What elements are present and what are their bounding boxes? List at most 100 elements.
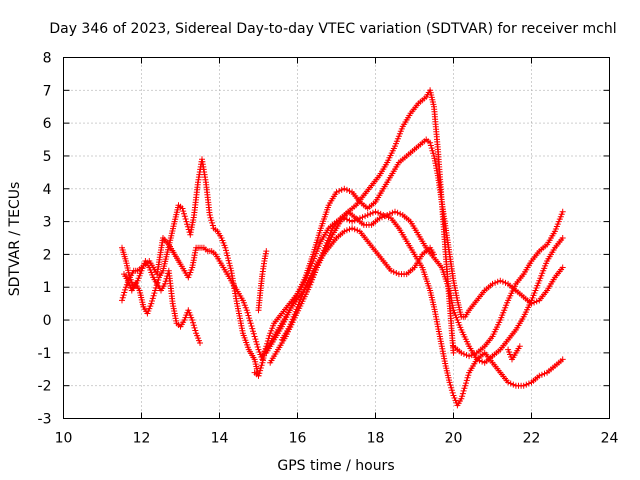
data-point xyxy=(119,297,125,304)
data-point xyxy=(351,226,358,233)
data-point xyxy=(372,208,379,215)
series-sat-i xyxy=(450,208,566,360)
data-point xyxy=(148,300,155,307)
data-point xyxy=(338,186,345,193)
data-point xyxy=(375,209,382,216)
data-point xyxy=(151,290,158,297)
data-point xyxy=(394,209,401,216)
data-point xyxy=(533,298,540,305)
data-point xyxy=(428,145,435,152)
data-point xyxy=(386,210,393,217)
data-point xyxy=(516,343,523,350)
data-point xyxy=(208,217,215,224)
data-point xyxy=(207,214,214,221)
data-point xyxy=(341,228,348,235)
data-point xyxy=(246,315,253,322)
data-point xyxy=(367,210,374,217)
data-point xyxy=(520,382,527,389)
data-point xyxy=(343,227,350,234)
data-point xyxy=(257,367,264,374)
data-point xyxy=(505,379,512,386)
data-point xyxy=(150,292,157,299)
data-point xyxy=(376,215,383,222)
data-point xyxy=(384,212,391,218)
data-point xyxy=(392,208,398,215)
data-point xyxy=(465,372,472,379)
data-point xyxy=(460,351,467,357)
series-sat-f xyxy=(267,87,457,366)
data-point xyxy=(448,384,455,391)
data-point xyxy=(191,324,198,331)
data-point xyxy=(449,389,456,396)
data-point xyxy=(206,212,213,218)
data-point xyxy=(182,216,189,222)
data-point xyxy=(341,185,348,192)
data-point xyxy=(393,270,400,276)
data-point xyxy=(446,379,453,386)
x-tick-label: 22 xyxy=(523,431,541,447)
data-point xyxy=(379,214,385,221)
data-point xyxy=(466,353,473,360)
data-point xyxy=(149,298,155,304)
data-point xyxy=(471,351,478,357)
data-point xyxy=(473,356,480,363)
data-point xyxy=(250,328,256,335)
data-point xyxy=(430,150,437,157)
series-sat-c xyxy=(119,244,203,346)
data-point xyxy=(536,372,543,379)
y-tick-label: 0 xyxy=(43,313,52,329)
data-point xyxy=(458,349,465,356)
chart-title: Day 346 of 2023, Sidereal Day-to-day VTE… xyxy=(49,21,616,37)
data-point xyxy=(354,227,361,234)
data-point xyxy=(343,186,350,193)
data-point xyxy=(251,333,258,340)
data-point xyxy=(183,218,190,225)
data-point xyxy=(364,212,371,218)
data-point xyxy=(209,219,216,226)
data-point xyxy=(249,325,256,332)
x-tick-label: 16 xyxy=(289,431,307,447)
series-sat-j xyxy=(255,248,270,314)
y-tick-label: 3 xyxy=(43,215,52,231)
data-point xyxy=(507,380,514,387)
data-point xyxy=(190,319,196,326)
y-tick-label: -2 xyxy=(38,379,52,395)
data-point xyxy=(459,390,466,397)
data-point xyxy=(497,277,504,284)
y-axis-label: SDTVAR / TECUs xyxy=(7,182,23,297)
data-point xyxy=(369,209,376,216)
data-point xyxy=(161,280,168,287)
data-point xyxy=(253,338,260,345)
data-point xyxy=(346,226,353,233)
y-tick-label: 1 xyxy=(43,280,52,296)
x-tick-label: 20 xyxy=(445,431,463,447)
data-point xyxy=(489,280,496,287)
data-point xyxy=(248,323,255,329)
data-point xyxy=(250,330,257,337)
data-point xyxy=(152,287,159,294)
data-point xyxy=(523,381,530,388)
data-point xyxy=(460,387,467,394)
data-point xyxy=(458,395,465,402)
data-point xyxy=(257,365,264,371)
data-point xyxy=(349,218,356,225)
data-point xyxy=(197,340,203,346)
data-point xyxy=(346,188,353,194)
data-point xyxy=(120,292,127,299)
data-point xyxy=(397,210,404,217)
data-point xyxy=(494,278,501,285)
data-point xyxy=(245,312,252,319)
data-point xyxy=(462,382,469,389)
data-point xyxy=(333,189,340,196)
data-point xyxy=(510,381,517,388)
data-point xyxy=(226,262,233,269)
data-point xyxy=(256,370,263,377)
x-tick-label: 12 xyxy=(133,431,151,447)
data-point xyxy=(179,205,186,212)
y-tick-label: 6 xyxy=(43,116,52,132)
y-tick-label: 4 xyxy=(43,182,52,198)
data-point xyxy=(346,217,353,224)
series-sat-e xyxy=(263,136,566,356)
data-point xyxy=(192,327,199,334)
data-point xyxy=(359,214,366,221)
